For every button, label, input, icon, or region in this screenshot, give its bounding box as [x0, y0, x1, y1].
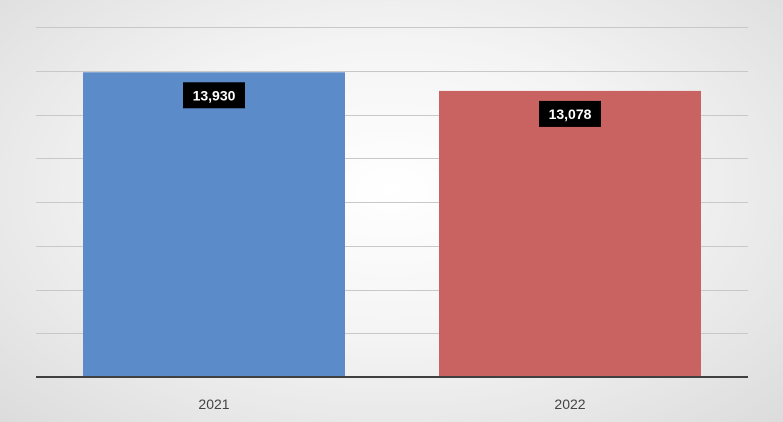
data-labels: 13,930 13,078	[183, 82, 601, 127]
data-label-box	[539, 100, 601, 127]
x-tick-label-2021: 2021	[198, 396, 229, 412]
data-label-2022: 13,078	[539, 100, 601, 127]
x-tick-labels: 2021 2022	[198, 396, 585, 412]
bars	[83, 72, 701, 377]
data-label-2021: 13,930	[183, 82, 245, 109]
bar-2021[interactable]	[83, 72, 345, 377]
data-label-text: 13,930	[193, 87, 236, 103]
bar-2022[interactable]	[439, 90, 701, 377]
data-label-text: 13,078	[549, 106, 592, 122]
x-tick-label-2022: 2022	[554, 396, 585, 412]
data-label-box	[183, 82, 245, 109]
